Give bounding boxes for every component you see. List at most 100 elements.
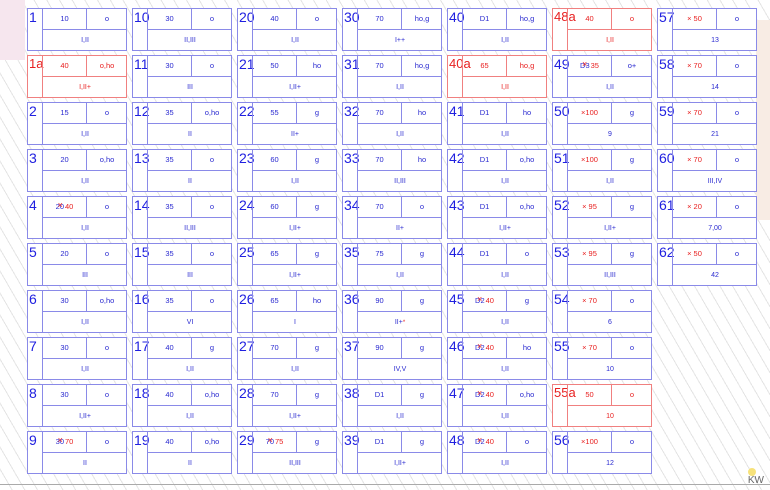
plot-cell-56[interactable]: 56 ×100 o 12 (552, 431, 652, 474)
plot-info-top: 40 o (568, 8, 652, 30)
plot-cell-15[interactable]: 15 35 o III (132, 243, 232, 286)
plot-cell-54[interactable]: 54 × 70 o 6 (552, 290, 652, 333)
plot-cell-26[interactable]: 26 65 ho I (237, 290, 337, 333)
plot-cell-3[interactable]: 3 20 o,ho I,II (27, 149, 127, 192)
plot-cell-29[interactable]: 297075gII,III (237, 431, 337, 474)
plot-cell-58[interactable]: 58 × 70 o 14 (657, 55, 757, 98)
type-cell: o (209, 202, 215, 211)
plot-cell-19[interactable]: 19 40 o,ho II (132, 431, 232, 474)
plot-cell-16[interactable]: 16 35 o VI (132, 290, 232, 333)
plot-cell-20[interactable]: 20 40 o I,II (237, 8, 337, 51)
plot-cell-51[interactable]: 51 ×100 g I,II (552, 149, 652, 192)
plot-info: × 50 o 42 (672, 243, 757, 286)
plot-cell-57[interactable]: 57 × 50 o 13 (657, 8, 757, 51)
plot-cell-25[interactable]: 25 65 g I,II+ (237, 243, 337, 286)
value: 40 (485, 390, 494, 399)
class-label: II+ (396, 225, 404, 232)
value: ×100 (581, 155, 598, 164)
plot-cell-24[interactable]: 24 60 g I,II+ (237, 196, 337, 239)
class-cell: I,II+ (43, 77, 127, 98)
plot-cell-55a[interactable]: 55a 50 o 10 (552, 384, 652, 427)
plot-cell-40[interactable]: 40 D1 ho,g I,II (447, 8, 547, 51)
plot-cell-35[interactable]: 35 75 g I,II (342, 243, 442, 286)
plot-cell-41[interactable]: 41 D1 ho I,II (447, 102, 547, 145)
plot-info: 70 ho II,III (357, 149, 442, 192)
plot-cell-10[interactable]: 10 30 o II,III (132, 8, 232, 51)
value: D1 (374, 390, 385, 399)
plot-cell-39[interactable]: 39 D1 g I,II+ (342, 431, 442, 474)
plot-cell-7[interactable]: 7 30 o I,II (27, 337, 127, 380)
plot-cell-43[interactable]: 43 D1 o,ho I,II+ (447, 196, 547, 239)
plot-cell-8[interactable]: 8 30 o I,II+ (27, 384, 127, 427)
plot-cell-48a[interactable]: 48a 40 o I,II (552, 8, 652, 51)
type-cell: o (629, 296, 635, 305)
plot-cell-21[interactable]: 21 50 ho I,II+ (237, 55, 337, 98)
plot-cell-44[interactable]: 44 D1 o I,II (447, 243, 547, 286)
plot-cell-60[interactable]: 60 × 70 o III,IV (657, 149, 757, 192)
plot-cell-23[interactable]: 23 60 g I,II (237, 149, 337, 192)
plot-cell-62[interactable]: 62 × 50 o 42 (657, 243, 757, 286)
plot-cell-38[interactable]: 38 D1 g I,II (342, 384, 442, 427)
plot-info-top: 65 g (253, 243, 337, 265)
plot-cell-13[interactable]: 13 35 o II (132, 149, 232, 192)
type-cell: o (524, 437, 530, 446)
plot-cell-30[interactable]: 30 70 ho,g I++ (342, 8, 442, 51)
plot-cell-50[interactable]: 50 ×100 g 9 (552, 102, 652, 145)
plot-cell-46[interactable]: 46D240hoI,II (447, 337, 547, 380)
plot-cell-1a[interactable]: 1a 40 o,ho I,II+ (27, 55, 127, 98)
plot-info: × 70 o 21 (672, 102, 757, 145)
class-label: 21 (711, 131, 719, 138)
plot-cell-37[interactable]: 37 90 g IV,V (342, 337, 442, 380)
value: 20 (60, 249, 69, 258)
plot-info: 15 o I,II (42, 102, 127, 145)
plot-cell-45[interactable]: 45D240gI,II (447, 290, 547, 333)
plot-cell-1[interactable]: 1 10 o I,II (27, 8, 127, 51)
plot-cell-53[interactable]: 53 × 95 g II,III (552, 243, 652, 286)
plot-cell-18[interactable]: 18 40 o,ho I,II (132, 384, 232, 427)
class-label: I,II (396, 413, 404, 420)
plot-number: 58 (659, 56, 675, 72)
plot-cell-47[interactable]: 47D240o,hoI,II (447, 384, 547, 427)
class-cell: I,II (148, 359, 232, 380)
plot-cell-31[interactable]: 31 70 ho,g I,II (342, 55, 442, 98)
class-label: II,III (394, 178, 406, 185)
plot-cell-28[interactable]: 28 70 g I,II+ (237, 384, 337, 427)
value-cell: D1 (463, 8, 507, 29)
value-cell: 90 (358, 290, 402, 311)
plot-cell-61[interactable]: 61 × 20 o 7,00 (657, 196, 757, 239)
plot-cell-36[interactable]: 36 90 g II+ * (342, 290, 442, 333)
plot-cell-5[interactable]: 5 20 o III (27, 243, 127, 286)
plot-cell-11[interactable]: 11 30 o III (132, 55, 232, 98)
divider (0, 484, 770, 485)
value: 20 (60, 155, 69, 164)
plot-cell-27[interactable]: 27 70 g I,II (237, 337, 337, 380)
plot-cell-33[interactable]: 33 70 ho II,III (342, 149, 442, 192)
plot-info-top: ×100 g (568, 102, 652, 124)
plot-cell-42[interactable]: 42 D1 o,ho I,II (447, 149, 547, 192)
plot-cell-22[interactable]: 22 55 g II+ (237, 102, 337, 145)
class-label: I,II (291, 366, 299, 373)
plot-cell-48[interactable]: 48D240oI,II (447, 431, 547, 474)
plot-cell-34[interactable]: 34 70 o II+ (342, 196, 442, 239)
old-value: D2 (475, 341, 485, 352)
class-label: I,II (186, 366, 194, 373)
plot-number: 34 (344, 197, 360, 213)
plot-cell-17[interactable]: 17 40 g I,II (132, 337, 232, 380)
plot-cell-6[interactable]: 6 30 o,ho I,II (27, 290, 127, 333)
plot-cell-40a[interactable]: 40a 65 ho,g I,II (447, 55, 547, 98)
plot-number: 12 (134, 103, 150, 119)
plot-cell-12[interactable]: 12 35 o,ho II (132, 102, 232, 145)
plot-cell-49[interactable]: 49D335o+I,II (552, 55, 652, 98)
plot-cell-2[interactable]: 2 15 o I,II (27, 102, 127, 145)
plot-cell-52[interactable]: 52 × 95 g I,II+ (552, 196, 652, 239)
plot-cell-55[interactable]: 55 × 70 o 10 (552, 337, 652, 380)
plot-info-top: D1 o,ho (463, 149, 547, 171)
plot-info: ×100 g 9 (567, 102, 652, 145)
plot-info-top: × 70 o (673, 102, 757, 124)
plot-cell-14[interactable]: 14 35 o II,III (132, 196, 232, 239)
plot-cell-32[interactable]: 32 70 ho I,II (342, 102, 442, 145)
plot-cell-59[interactable]: 59 × 70 o 21 (657, 102, 757, 145)
